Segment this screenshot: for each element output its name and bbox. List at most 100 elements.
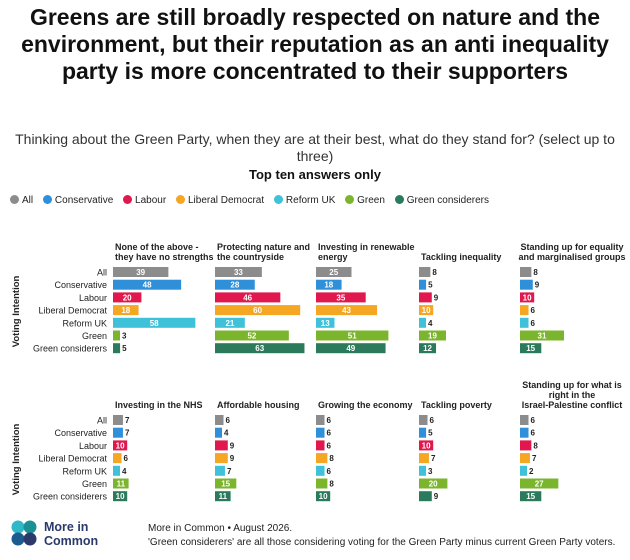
group-label-liberal-democrat: Liberal Democrat [38, 306, 107, 316]
legend-swatch-green-considerers [394, 195, 404, 204]
logo-line1: More in [44, 520, 89, 534]
bar-label-tackling-inequality-labour: 9 [434, 293, 439, 302]
panel-title-investing-in-renewable-energy: energy [318, 252, 348, 262]
bar-label-tackling-inequality-all: 8 [432, 268, 437, 277]
bar-tackling-poverty-reform-uk [419, 465, 426, 476]
bar-affordable-housing-liberal-democrat [215, 453, 228, 464]
bar-label-none-of-the-above-they-have-no-strengths-reform-uk: 58 [150, 319, 159, 328]
bar-standing-up-for-equality-and-marginalise-all [520, 267, 532, 277]
bar-standing-up-for-equality-and-marginalise-green [520, 330, 565, 341]
bar-tackling-poverty-all [419, 415, 428, 425]
bar-affordable-housing-green [215, 478, 237, 489]
bar-standing-up-for-equality-and-marginalise-liberal-democrat [520, 305, 529, 316]
bar-protecting-nature-and-the-countryside-conservative [215, 279, 255, 290]
bar-label-protecting-nature-and-the-countryside-conservative: 28 [230, 281, 239, 290]
chart-subtitle: Thinking about the Green Party, when the… [15, 131, 615, 164]
bar-label-investing-in-the-nhs-conservative: 7 [125, 429, 130, 438]
panel-title-standing-up-for-what-is-right-in-the-isr: Standing up for what is [522, 380, 622, 390]
bar-none-of-the-above-they-have-no-strengths-labour [113, 292, 142, 303]
bar-label-tackling-poverty-all: 6 [430, 416, 435, 425]
bar-label-investing-in-renewable-energy-reform-uk: 13 [321, 319, 330, 328]
bar-affordable-housing-green-considerers [215, 491, 231, 502]
group-label-green: Green [82, 331, 107, 341]
bar-label-protecting-nature-and-the-countryside-liberal-democrat: 60 [253, 306, 262, 315]
panel-title-investing-in-renewable-energy: Investing in renewable [318, 242, 415, 252]
bar-tackling-inequality-liberal-democrat [419, 305, 434, 316]
bar-label-tackling-inequality-conservative: 5 [428, 281, 433, 290]
bar-label-protecting-nature-and-the-countryside-reform-uk: 21 [225, 319, 234, 328]
panel-title-affordable-housing: Affordable housing [217, 400, 300, 410]
bar-investing-in-renewable-energy-green [316, 330, 389, 341]
group-label-all: All [97, 268, 107, 278]
bar-label-standing-up-for-equality-and-marginalise-reform-uk: 6 [531, 319, 536, 328]
bar-label-none-of-the-above-they-have-no-strengths-green: 3 [122, 332, 127, 341]
legend-item-green: Green [345, 195, 385, 206]
bar-label-affordable-housing-all: 6 [226, 416, 231, 425]
legend: All Conservative Labour Liberal Democrat… [10, 195, 620, 206]
legend-label-reform-uk: Reform UK [285, 195, 336, 206]
footer-note: 'Green considerers' are all those consid… [148, 537, 616, 548]
bar-label-investing-in-renewable-energy-liberal-democrat: 43 [342, 306, 351, 315]
group-label-liberal-democrat: Liberal Democrat [38, 454, 107, 464]
bar-label-standing-up-for-what-is-right-in-the-isr-all: 6 [531, 416, 536, 425]
bar-growing-the-economy-green-considerers [316, 491, 331, 502]
logo-line2: Common [44, 534, 99, 548]
bar-growing-the-economy-green [316, 478, 328, 489]
legend-swatch-reform-uk [273, 195, 283, 204]
bar-none-of-the-above-they-have-no-strengths-green [113, 330, 120, 341]
bar-label-affordable-housing-labour: 9 [230, 441, 235, 450]
legend-label-all: All [22, 195, 34, 206]
bar-label-growing-the-economy-green-considerers: 10 [319, 492, 328, 501]
bar-label-affordable-housing-liberal-democrat: 9 [230, 454, 235, 463]
bar-label-none-of-the-above-they-have-no-strengths-liberal-democrat: 18 [121, 306, 130, 315]
bar-label-investing-in-the-nhs-green: 11 [117, 480, 126, 489]
bar-none-of-the-above-they-have-no-strengths-green-considerers [113, 343, 121, 354]
bar-label-growing-the-economy-all: 6 [327, 416, 332, 425]
bar-standing-up-for-what-is-right-in-the-isr-all [520, 415, 529, 425]
bar-investing-in-the-nhs-all [113, 415, 123, 425]
legend-item-reform-uk: Reform UK [273, 195, 336, 206]
bar-protecting-nature-and-the-countryside-liberal-democrat [215, 305, 301, 316]
bar-protecting-nature-and-the-countryside-green [215, 330, 289, 341]
more-in-common-logo: More in Common [10, 519, 130, 551]
group-label-labour: Labour [79, 293, 107, 303]
bar-label-investing-in-renewable-energy-conservative: 18 [324, 281, 333, 290]
bar-none-of-the-above-they-have-no-strengths-reform-uk [113, 317, 196, 328]
bar-investing-in-the-nhs-liberal-democrat [113, 453, 122, 464]
bar-investing-in-renewable-energy-green-considerers [316, 343, 386, 354]
panel-title-protecting-nature-and-the-countryside: the countryside [217, 252, 284, 262]
bar-growing-the-economy-labour [316, 440, 325, 451]
bar-label-tackling-inequality-green-considerers: 12 [423, 344, 432, 353]
group-label-conservative: Conservative [54, 428, 107, 438]
bar-growing-the-economy-liberal-democrat [316, 453, 328, 464]
bar-label-investing-in-the-nhs-reform-uk: 4 [122, 467, 127, 476]
bar-label-standing-up-for-what-is-right-in-the-isr-liberal-democrat: 7 [532, 454, 537, 463]
bar-label-tackling-inequality-reform-uk: 4 [428, 319, 433, 328]
group-label-labour: Labour [79, 441, 107, 451]
bar-standing-up-for-what-is-right-in-the-isr-green [520, 478, 559, 489]
bar-label-investing-in-renewable-energy-all: 25 [329, 268, 338, 277]
bar-label-standing-up-for-what-is-right-in-the-isr-green: 27 [535, 480, 544, 489]
bar-label-growing-the-economy-liberal-democrat: 8 [329, 454, 334, 463]
bar-none-of-the-above-they-have-no-strengths-all [113, 267, 169, 277]
bar-investing-in-the-nhs-labour [113, 440, 128, 451]
legend-swatch-liberal-democrat [175, 195, 185, 204]
bar-label-investing-in-renewable-energy-green: 51 [348, 332, 357, 341]
bar-label-affordable-housing-conservative: 4 [224, 429, 229, 438]
bar-label-tackling-poverty-green: 20 [429, 480, 438, 489]
bar-label-growing-the-economy-conservative: 6 [327, 429, 332, 438]
bar-label-standing-up-for-what-is-right-in-the-isr-labour: 8 [533, 441, 538, 450]
footer-notes: More in Common • August 2026. 'Green con… [148, 522, 618, 550]
bar-tackling-inequality-labour [419, 292, 432, 303]
group-label-reform-uk: Reform UK [62, 318, 107, 328]
bar-affordable-housing-reform-uk [215, 465, 225, 476]
bar-label-protecting-nature-and-the-countryside-labour: 46 [243, 293, 252, 302]
bar-label-none-of-the-above-they-have-no-strengths-all: 39 [136, 268, 145, 277]
bar-label-tackling-poverty-conservative: 5 [428, 429, 433, 438]
bar-tackling-poverty-green-considerers [419, 491, 432, 502]
legend-swatch-all [10, 195, 19, 204]
panel-title-standing-up-for-equality-and-marginalise: Standing up for equality [521, 242, 624, 252]
bar-investing-in-renewable-energy-reform-uk [316, 317, 335, 328]
bar-standing-up-for-what-is-right-in-the-isr-liberal-democrat [520, 453, 530, 464]
bar-label-investing-in-the-nhs-green-considerers: 10 [116, 492, 125, 501]
